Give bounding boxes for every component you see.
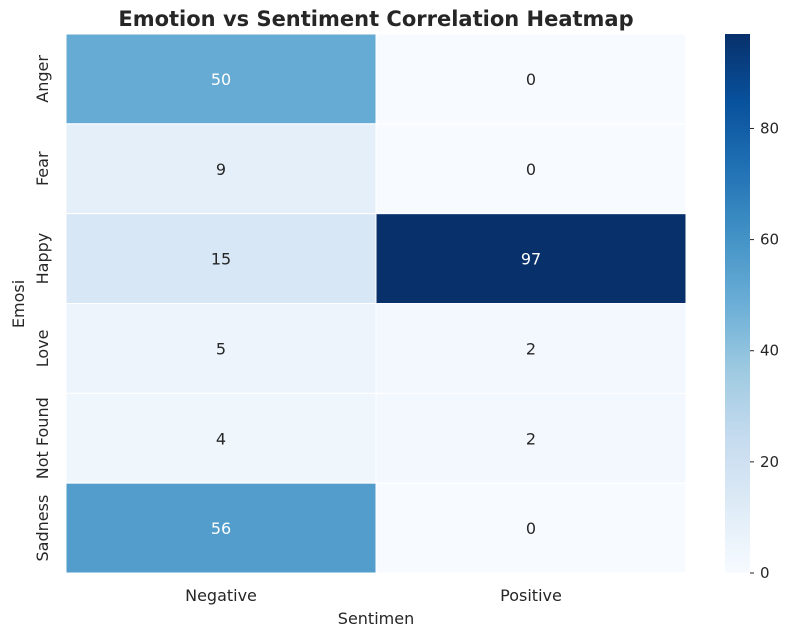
y-tick-label: Fear: [33, 151, 52, 186]
heatmap-cell: [65, 213, 377, 305]
heatmap-cell-value: 0: [526, 519, 536, 538]
chart-title: Emotion vs Sentiment Correlation Heatmap: [118, 7, 633, 31]
heatmap-cell-labels: 50 0 9 0 15 97 5 2 4 2 56 0: [211, 70, 541, 538]
heatmap-cell: [375, 392, 687, 484]
heatmap-cell: [375, 213, 687, 305]
x-tick-label: Negative: [185, 586, 257, 605]
heatmap-cell-value: 9: [216, 160, 226, 179]
heatmap-cell-value: 50: [211, 70, 231, 89]
y-tick-label: Love: [33, 330, 52, 368]
colorbar-gradient: [725, 34, 750, 573]
heatmap-cell: [375, 303, 687, 394]
heatmap-cell-value: 56: [211, 519, 231, 538]
heatmap-cell: [375, 123, 687, 215]
x-axis-label: Sentimen: [338, 609, 414, 628]
x-tick-label: Positive: [500, 586, 562, 605]
colorbar-tick-label: 80: [760, 119, 779, 137]
heatmap-cell-value: 15: [211, 250, 231, 269]
y-tick-label: Not Found: [33, 397, 52, 479]
x-axis-ticks: Negative Positive: [185, 586, 562, 605]
y-tick-label: Anger: [33, 55, 52, 103]
y-tick-label: Happy: [33, 233, 52, 285]
colorbar-ticks: 0 20 40 60 80: [750, 119, 779, 582]
heatmap-cell-value: 0: [526, 70, 536, 89]
y-tick-label: Sadness: [33, 495, 52, 562]
heatmap-cell-value: 2: [526, 429, 536, 448]
heatmap-cell: [65, 123, 377, 215]
heatmap-cell-value: 97: [521, 250, 541, 269]
heatmap-cells: [65, 33, 687, 574]
heatmap-cell-value: 4: [216, 429, 226, 448]
colorbar-tick-label: 60: [760, 231, 779, 249]
heatmap-cell: [375, 33, 687, 125]
y-axis-label: Emosi: [9, 280, 28, 328]
y-axis-ticks: Anger Fear Happy Love Not Found Sadness: [33, 55, 52, 562]
colorbar: [725, 34, 750, 573]
colorbar-tick-label: 40: [760, 342, 779, 360]
colorbar-tick-label: 0: [760, 564, 770, 582]
heatmap-cell: [65, 33, 377, 125]
heatmap-cell-value: 0: [526, 160, 536, 179]
heatmap-cell: [375, 482, 687, 574]
heatmap-cell-value: 5: [216, 339, 226, 358]
heatmap-cell-value: 2: [526, 339, 536, 358]
colorbar-tick-label: 20: [760, 453, 779, 471]
